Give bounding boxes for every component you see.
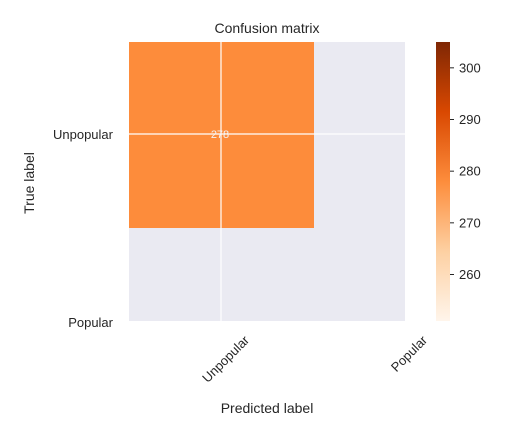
colorbar-tick-label: 280 xyxy=(459,164,481,179)
colorbar-tick-label: 300 xyxy=(459,60,481,75)
x-tick-label-unpopular: Unpopular xyxy=(199,332,252,385)
y-tick-label-unpopular: Unpopular xyxy=(53,127,114,142)
x-tick-labels: Unpopular Popular xyxy=(199,332,431,386)
colorbar-tick-label: 290 xyxy=(459,112,481,127)
y-tick-labels: Unpopular Popular xyxy=(53,127,114,330)
colorbar-gradient xyxy=(436,42,450,321)
chart-title: Confusion matrix xyxy=(214,20,319,36)
colorbar-ticks: 260 270 280 290 300 xyxy=(450,60,481,282)
y-tick-label-popular: Popular xyxy=(68,315,113,330)
x-tick-label-popular: Popular xyxy=(388,332,431,375)
cell-value-label: 278 xyxy=(211,129,229,141)
y-axis-label: True label xyxy=(21,152,37,214)
heatmap-plot-area: 278 xyxy=(129,42,405,321)
colorbar: 260 270 280 290 300 xyxy=(436,42,481,321)
colorbar-tick-label: 260 xyxy=(459,267,481,282)
colorbar-tick-label: 270 xyxy=(459,215,481,230)
x-axis-label: Predicted label xyxy=(221,400,314,416)
